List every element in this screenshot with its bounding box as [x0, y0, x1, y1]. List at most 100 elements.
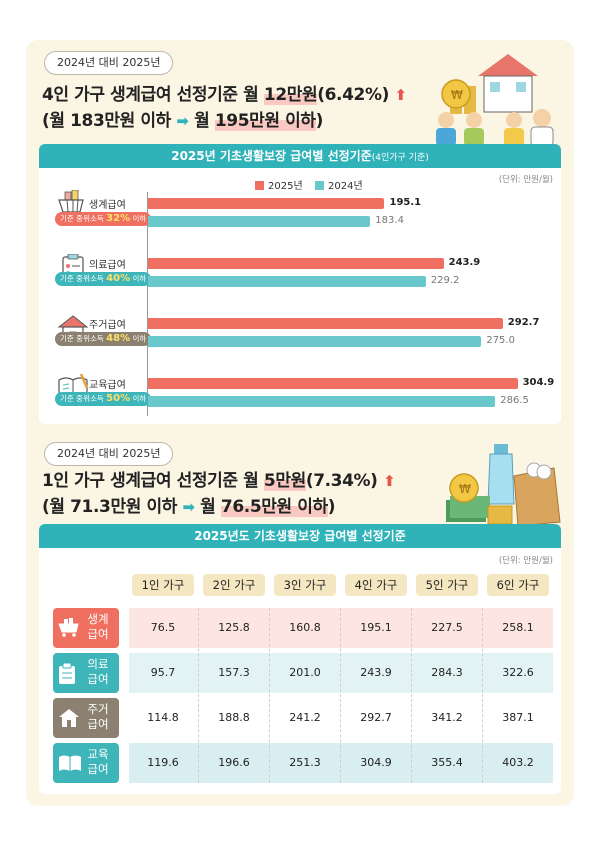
subheadline-text: 월 [194, 497, 221, 517]
bar-2024년 [148, 216, 371, 227]
bar-2025년 [148, 258, 444, 269]
chart-title: 2025년 기초생활보장 급여별 선정기준(4인가구 기준) [39, 144, 561, 168]
criteria-badge: 기준 중위소득 40% 이하 [55, 272, 152, 286]
table-cell: 258.1 [502, 621, 534, 634]
clipboard-icon [58, 662, 76, 688]
row-header: 생계 급여 [53, 608, 119, 648]
table-cell: 292.7 [360, 711, 392, 724]
table-cell: 95.7 [150, 666, 176, 679]
house-icon [58, 708, 80, 731]
row-header: 교육 급여 [53, 743, 119, 783]
bar-2025년 [148, 378, 518, 389]
infographic-card: ₩ 2024년 대비 2025년 4인 가구 생계급여 선정기준 월 12만원(… [26, 40, 574, 806]
headline-highlight: 12만원 [263, 85, 318, 105]
column-header: 2인 가구 [203, 574, 265, 596]
svg-text:₩: ₩ [459, 482, 471, 496]
chart-unit: (단위: 만원/월) [498, 175, 553, 185]
data-label: 243.9 [448, 257, 481, 268]
comparison-badge-1: 2024년 대비 2025년 [44, 51, 174, 75]
bar-2024년 [148, 336, 482, 347]
column-divider [482, 608, 483, 783]
table-cell: 243.9 [360, 666, 392, 679]
legend-label: 2024년 [328, 181, 363, 192]
table-cell: 355.4 [431, 756, 463, 769]
table-cell: 196.6 [218, 756, 250, 769]
chart-title-text: 2025년 기초생활보장 급여별 선정기준 [171, 149, 372, 163]
subheadline-highlight: 76.5만원 이하 [220, 497, 328, 517]
data-label: 195.1 [389, 197, 422, 208]
table-cell: 322.6 [502, 666, 534, 679]
column-divider [340, 608, 341, 783]
data-label: 183.4 [375, 215, 404, 226]
headline-4person: 4인 가구 생계급여 선정기준 월 12만원(6.42%) ⬆ [42, 80, 407, 105]
subheadline-text: ) [327, 497, 336, 517]
row-label: 주거 급여 [87, 702, 109, 731]
data-label: 304.9 [522, 377, 555, 388]
table-cell: 119.6 [147, 756, 179, 769]
column-header: 5인 가구 [416, 574, 478, 596]
svg-text:₩: ₩ [451, 88, 463, 102]
table-cell: 403.2 [502, 756, 534, 769]
bar-2024년 [148, 396, 496, 407]
criteria-badge: 기준 중위소득 32% 이하 [55, 212, 152, 226]
chart-axis [147, 192, 148, 416]
subheadline-text: 월 [188, 111, 215, 131]
up-arrow-icon: ⬆ [383, 472, 396, 490]
table-cell: 76.5 [150, 621, 176, 634]
table-cell: 304.9 [360, 756, 392, 769]
family-house-illustration: ₩ [436, 54, 554, 146]
row-header: 주거 급여 [53, 698, 119, 738]
data-label: 229.2 [430, 275, 460, 286]
subheadline-4person: (월 183만원 이하 ➡ 월 195만원 이하) [42, 106, 323, 131]
category-label: 의료급여 [89, 260, 126, 271]
column-divider [198, 608, 199, 783]
comparison-badge-2: 2024년 대비 2025년 [44, 442, 174, 466]
data-label: 292.7 [507, 317, 540, 328]
legend-item-2024: 2024년 [315, 177, 363, 192]
row-header: 의료 급여 [53, 653, 119, 693]
table-cell: 251.3 [289, 756, 321, 769]
bar-2025년 [148, 198, 385, 209]
table-unit: (단위: 만원/월) [498, 556, 553, 566]
criteria-badge: 기준 중위소득 50% 이하 [55, 392, 152, 406]
table-panel: 2025년도 기초생활보장 급여별 선정기준 (단위: 만원/월) 1인 가구 2… [39, 524, 561, 794]
legend-item-2025: 2025년 [255, 177, 303, 192]
table-cell: 341.2 [431, 711, 463, 724]
up-arrow-icon: ⬆ [394, 86, 408, 104]
headline-text: 1인 가구 생계급여 선정기준 월 [42, 471, 264, 491]
row-label: 의료 급여 [87, 657, 109, 686]
subheadline-highlight: 195만원 이하 [214, 111, 316, 131]
column-header: 4인 가구 [345, 574, 407, 596]
book-icon [58, 753, 82, 776]
column-divider [269, 608, 270, 783]
groceries-coins-illustration: ₩ [446, 444, 561, 527]
chart-panel: 2025년 기초생활보장 급여별 선정기준(4인가구 기준) (단위: 만원/월… [39, 144, 561, 424]
table-cell: 227.5 [431, 621, 463, 634]
table-cell: 241.2 [289, 711, 321, 724]
headline-percent: (7.34%) [305, 471, 378, 491]
right-arrow-icon: ➡ [182, 498, 195, 516]
legend-swatch-2025 [255, 181, 264, 190]
table-cell: 284.3 [431, 666, 463, 679]
headline-text: 4인 가구 생계급여 선정기준 월 [42, 85, 264, 105]
table-cell: 125.8 [218, 621, 250, 634]
subheadline-text: ) [315, 111, 324, 131]
data-label: 286.5 [500, 395, 529, 406]
headline-percent: (6.42%) [317, 85, 389, 105]
subheadline-1person: (월 71.3만원 이하 ➡ 월 76.5만원 이하) [42, 492, 336, 517]
table-cell: 201.0 [289, 666, 321, 679]
category-label: 주거급여 [89, 320, 126, 331]
category-label: 생계급여 [89, 200, 126, 211]
subheadline-text: (월 183만원 이하 [42, 111, 177, 131]
column-header: 6인 가구 [487, 574, 549, 596]
table-cell: 195.1 [360, 621, 392, 634]
table-cell: 157.3 [218, 666, 250, 679]
headline-1person: 1인 가구 생계급여 선정기준 월 5만원(7.34%) ⬆ [42, 466, 396, 491]
legend-swatch-2024 [315, 181, 324, 190]
legend-label: 2025년 [268, 181, 303, 192]
column-divider [411, 608, 412, 783]
chart-title-sub: (4인가구 기준) [371, 153, 429, 163]
table-title: 2025년도 기초생활보장 급여별 선정기준 [39, 524, 561, 548]
cart-icon [58, 618, 80, 641]
category-label: 교육급여 [89, 380, 126, 391]
